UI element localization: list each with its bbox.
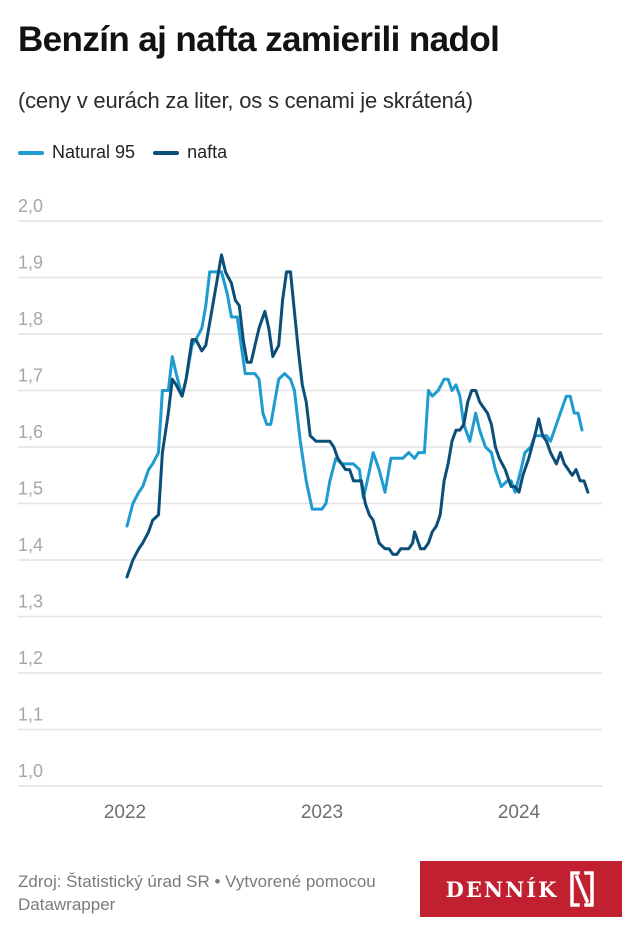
line-chart: 1,01,11,21,31,41,51,61,71,81,92,0 2022 20… [18, 196, 602, 823]
y-tick-label: 1,6 [18, 422, 43, 442]
x-tick-label: 2023 [301, 802, 343, 823]
y-axis-ticks: 1,0 1,1 1,2 1,3 1,4 1,5 1,6 1,7 1,8 1,9 2,0 [18, 196, 43, 781]
legend-label-nafta: nafta [187, 142, 228, 162]
legend-item-nafta: nafta [153, 142, 227, 163]
dennik-n-logo[interactable]: DENNÍK [420, 861, 622, 917]
legend-swatch-natural95 [18, 150, 44, 155]
source-note: Zdroj: Štatistický úrad SR • Vytvorené p… [18, 872, 376, 914]
chart-subtitle: (ceny v eurách za liter, os s cenami je … [18, 88, 473, 113]
y-tick-label: 1,5 [18, 479, 43, 499]
legend: Natural 95 nafta [18, 142, 245, 163]
y-tick-label: 1,3 [18, 592, 43, 612]
logo-n-icon [570, 871, 595, 907]
chart-title: Benzín aj nafta zamierili nadol [18, 20, 500, 59]
series-lines [125, 253, 590, 579]
y-tick-label: 1,7 [18, 366, 43, 386]
x-tick-label: 2024 [498, 802, 541, 823]
y-tick-label: 1,2 [18, 648, 43, 668]
y-tick-label: 1,9 [18, 253, 43, 273]
logo-wordmark: DENNÍK [445, 876, 559, 902]
y-tick-label: 1,4 [18, 535, 43, 555]
y-tick-label: 1,0 [18, 761, 43, 781]
y-tick-label: 1,1 [18, 705, 43, 725]
legend-item-natural95: Natural 95 [18, 142, 135, 163]
x-tick-label: 2022 [104, 802, 146, 823]
legend-swatch-nafta [153, 150, 180, 155]
x-axis-ticks: 2022 2023 2024 [104, 802, 541, 823]
series-line-nafta [125, 253, 590, 579]
legend-label-natural95: Natural 95 [52, 142, 136, 162]
y-tick-label: 1,8 [18, 309, 43, 329]
y-tick-label: 2,0 [18, 196, 43, 216]
